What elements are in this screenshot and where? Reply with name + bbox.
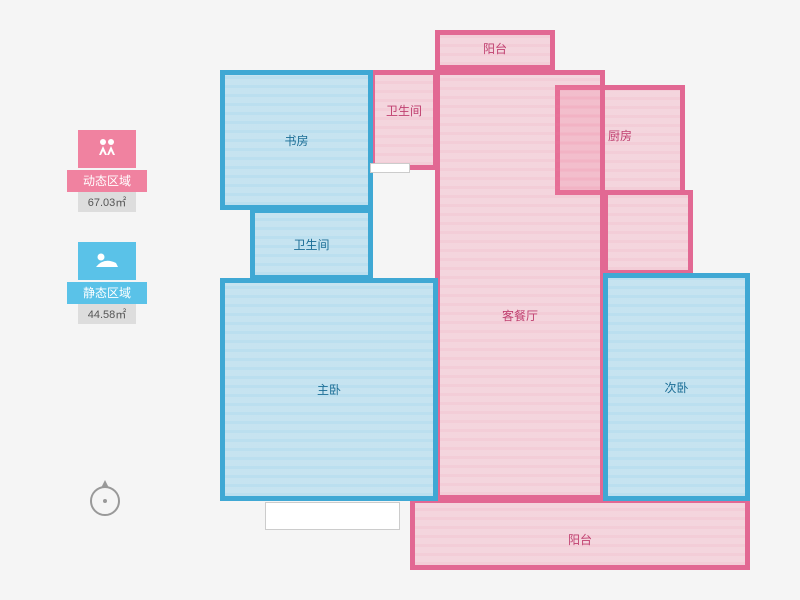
room-label-study: 书房 (284, 132, 308, 149)
room-master: 主卧 (220, 278, 438, 501)
room-label-second: 次卧 (664, 379, 688, 396)
room-label-bathroom1: 卫生间 (386, 102, 422, 119)
room-bathroom2: 卫生间 (250, 208, 373, 280)
legend-static-value: 44.58㎡ (78, 304, 136, 324)
room-label-bathroom2: 卫生间 (293, 236, 329, 253)
room-balcony-bottom: 阳台 (410, 498, 750, 570)
room-label-kitchen: 厨房 (608, 127, 632, 144)
room-balcony-top: 阳台 (435, 30, 555, 70)
room-study: 书房 (220, 70, 373, 210)
room-bathroom1: 卫生间 (370, 70, 438, 170)
legend-static-label: 静态区域 (67, 282, 147, 304)
legend-dynamic-value: 67.03㎡ (78, 192, 136, 212)
static-zone-icon (78, 242, 136, 280)
room-living: 客餐厅 (435, 70, 605, 500)
room-label-balcony-top: 阳台 (483, 40, 507, 57)
legend-dynamic: 动态区域 67.03㎡ (67, 130, 147, 212)
room-label-balcony-bottom: 阳台 (568, 531, 592, 548)
room-label-master: 主卧 (317, 381, 341, 398)
extra-door-arc-1 (370, 163, 410, 173)
floorplan: 阳台卫生间厨房客餐厅阳台书房卫生间主卧次卧 (220, 30, 750, 570)
legend-dynamic-label: 动态区域 (67, 170, 147, 192)
dynamic-zone-icon (78, 130, 136, 168)
room-label-living: 客餐厅 (502, 307, 538, 324)
compass-icon (90, 486, 120, 516)
extra-floor-strip (265, 502, 400, 530)
room-second: 次卧 (603, 273, 750, 501)
legend-static: 静态区域 44.58㎡ (67, 242, 147, 324)
legend-panel: 动态区域 67.03㎡ 静态区域 44.58㎡ (67, 130, 147, 354)
room-pink-strip (603, 190, 693, 275)
